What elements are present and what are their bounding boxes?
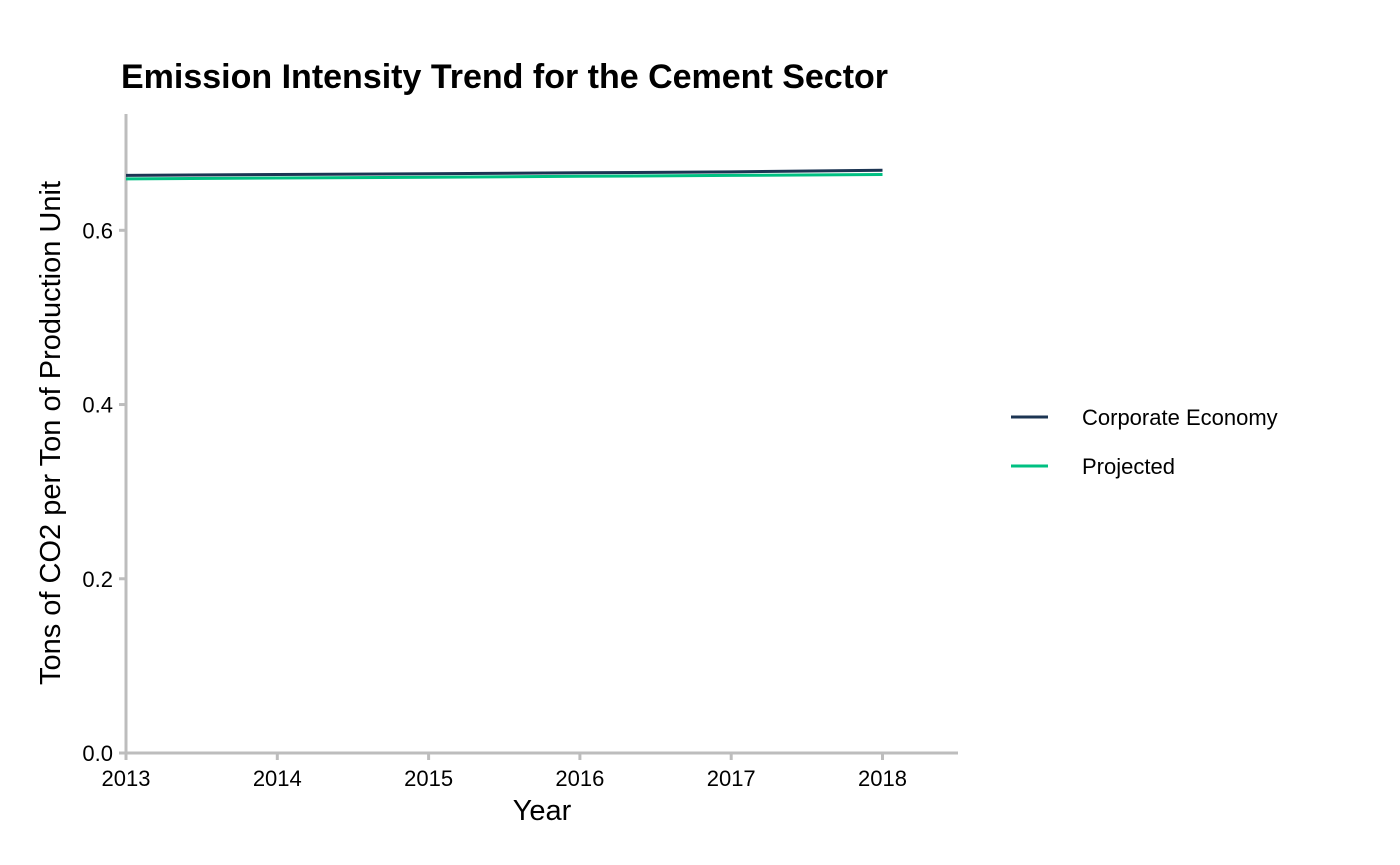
y-axis-title: Tons of CO2 per Ton of Production Unit	[35, 181, 67, 685]
legend: Corporate Economy Projected	[1011, 405, 1278, 479]
x-tick-label: 2014	[253, 766, 302, 791]
x-tick-label: 2017	[707, 766, 756, 791]
series-line-1	[125, 168, 883, 177]
legend-label: Corporate Economy	[1082, 405, 1278, 430]
x-axis-title: Year	[513, 795, 572, 827]
y-tick-label: 0.6	[82, 218, 113, 243]
chart-title: Emission Intensity Trend for the Cement …	[121, 58, 888, 96]
plot-area: 0.0 0.2 0.4 0.6 2013 2014 2015 2016 2017 2018	[82, 114, 958, 791]
y-tick-label: 0.0	[82, 741, 113, 766]
x-ticks: 2013 2014 2015 2016 2017 2018	[102, 753, 907, 791]
x-tick-label: 2013	[102, 766, 151, 791]
series-line-2	[125, 173, 883, 181]
y-ticks: 0.0 0.2 0.4 0.6	[82, 218, 126, 766]
y-tick-label: 0.4	[82, 393, 113, 418]
x-tick-label: 2018	[858, 766, 907, 791]
legend-label: Projected	[1082, 454, 1175, 479]
series-lines	[125, 168, 883, 181]
y-tick-label: 0.2	[82, 567, 113, 592]
x-tick-label: 2016	[555, 766, 604, 791]
x-tick-label: 2015	[404, 766, 453, 791]
